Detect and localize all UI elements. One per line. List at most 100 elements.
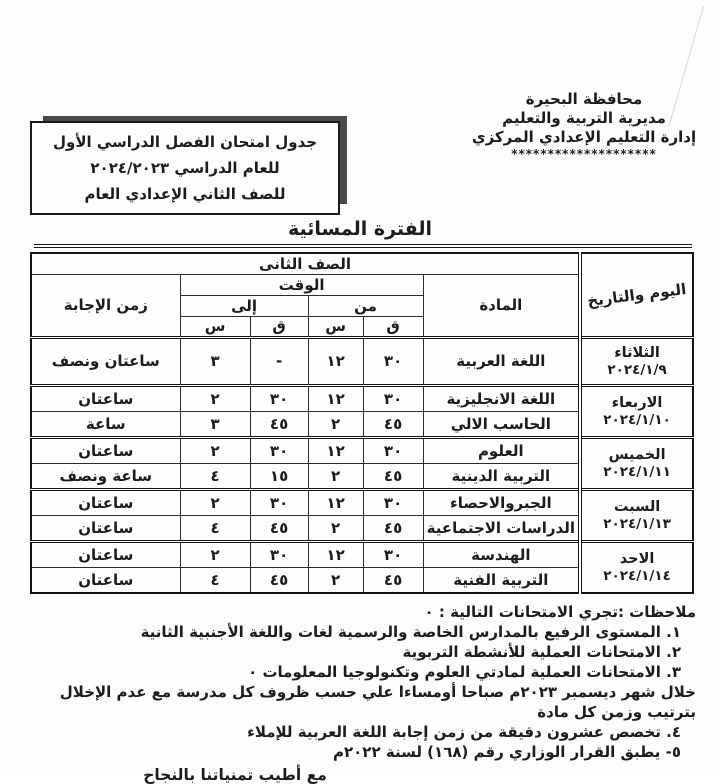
to-hours-cell: ٤ [179,566,251,594]
day-cell-saturday: السبت ٢٠٢٤/١/١٣ [578,487,694,542]
subject-cell: التربية الدينية [422,462,581,490]
header-from-hours: س [307,315,364,338]
to-minutes-cell: ٤٥ [249,514,309,542]
to-hours-cell: ٢ [179,435,251,464]
to-hours-cell: ٤ [179,514,251,542]
title-box-line-1: جدول امتحان الفصل الدراسي الأول [52,133,318,151]
subject-cell: التربية الفنية [422,566,581,594]
header-day-date: اليوم والتاريخ [578,252,694,338]
notes-section: ملاحظات :تجري الامتحانات التالية : ٠ ١. … [6,602,696,762]
duration-cell: ساعتان [30,566,181,594]
duration-cell: ساعتان ونصف [30,336,181,386]
org-separator-stars: ******************** [511,147,657,161]
table-row: السبت ٢٠٢٤/١/١٣ الجبروالاحصاء ٣٠ ١٢ ٣٠ ٢… [30,487,694,542]
from-hours-cell: ١٢ [307,539,364,568]
from-hours-cell: ٢ [307,410,364,438]
from-minutes-cell: ٤٥ [362,514,424,542]
note-item-1: ١. المستوى الرفيع بالمدارس الخاصة والرسم… [140,623,681,641]
note-item-3: ٣. الامتحانات العملية لمادتي العلوم وتكن… [248,663,681,681]
header-to-hours: س [179,315,251,338]
from-hours-cell: ١٢ [307,336,364,386]
note-item-4: ٤. تخصص عشرون دقيقة من زمن إجابة اللغة ا… [247,723,681,741]
to-hours-cell: ٢ [179,383,251,412]
header-answer-time: زمن الإجابة [30,273,181,338]
note-item-5: ٥- يطبق القرار الوزاري رقم (١٦٨) لسنة ٢٠… [333,743,681,761]
to-hours-cell: ٤ [179,462,251,490]
from-minutes-cell: ٣٠ [362,435,424,464]
header-subject: المادة [422,273,581,338]
organization-header: محافظة البحيرة مديرية التربية والتعليم إ… [462,90,706,161]
table-row: الثلاثاء ٢٠٢٤/١/٩ اللغة العربية ٣٠ ١٢ - … [30,336,694,386]
exam-schedule-title-box: جدول امتحان الفصل الدراسي الأول للعام ال… [30,121,340,215]
title-box-line-2: للعام الدراسي ٢٠٢٤/٢٠٢٣ [90,159,280,177]
main-content: الفترة المسائية اليوم والتاريخ الصف الثا… [0,218,720,784]
to-hours-cell: ٣ [179,336,251,386]
from-minutes-cell: ٤٥ [362,462,424,490]
to-minutes-cell: ٣٠ [249,435,309,464]
header-to-minutes: ق [249,315,309,338]
from-hours-cell: ١٢ [307,487,364,516]
from-minutes-cell: ٣٠ [362,336,424,386]
double-rule [34,244,692,248]
from-hours-cell: ١٢ [307,383,364,412]
table-row: الاربعاء ٢٠٢٤/١/١٠ اللغة الانجليزية ٣٠ ١… [30,383,694,438]
subject-cell: الدراسات الاجتماعية [422,514,581,542]
to-hours-cell: ٢ [179,539,251,568]
header-to: إلى [179,294,309,317]
from-hours-cell: ٢ [307,514,364,542]
table-row: الاحد ٢٠٢٤/١/١٤ الهندسة ٣٠ ١٢ ٣٠ ٢ ساعتا… [30,539,694,594]
subject-cell: اللغة الانجليزية [422,383,581,412]
header-from: من [307,294,424,317]
to-hours-cell: ٣ [179,410,251,438]
day-cell-wednesday: الاربعاء ٢٠٢٤/١/١٠ [578,383,694,438]
to-minutes-cell: ٣٠ [249,383,309,412]
title-box-line-3: للصف الثاني الإعدادي العام [84,185,286,203]
duration-cell: ساعتان [30,539,181,568]
exam-schedule-table: اليوم والتاريخ الصف الثانى المادة الوقت … [30,252,695,594]
subject-cell: اللغة العربية [422,336,581,386]
note-item-3-continuation: خلال شهر ديسمبر ٢٠٢٣م صباحا أومساءا علي … [59,683,696,721]
notes-heading: ملاحظات :تجري الامتحانات التالية : ٠ [424,603,696,621]
from-hours-cell: ٢ [307,462,364,490]
to-minutes-cell: ٣٠ [249,487,309,516]
day-cell-sunday: الاحد ٢٠٢٤/١/١٤ [578,539,694,594]
duration-cell: ساعة ونصف [30,462,181,490]
duration-cell: ساعتان [30,487,181,516]
to-minutes-cell: ١٥ [249,462,309,490]
from-minutes-cell: ٣٠ [362,539,424,568]
header-from-minutes: ق [362,315,424,338]
subject-cell: العلوم [422,435,581,464]
from-minutes-cell: ٣٠ [362,487,424,516]
to-minutes-cell: ٤٥ [249,410,309,438]
table-row: التربية الفنية ٤٥ ٢ ٤٥ ٤ ساعتان [30,566,693,594]
header-time: الوقت [179,273,424,296]
to-minutes-cell: - [249,336,309,386]
day-cell-thursday: الخميس ٢٠٢٤/١/١١ [578,435,694,490]
period-title: الفترة المسائية [288,218,432,240]
subject-cell: الجبروالاحصاء [422,487,581,516]
from-minutes-cell: ٤٥ [362,410,424,438]
table-row: الخميس ٢٠٢٤/١/١١ العلوم ٣٠ ١٢ ٣٠ ٢ ساعتا… [30,435,694,490]
table-row: الحاسب الالي ٤٥ ٢ ٤٥ ٣ ساعة [30,410,693,438]
subject-cell: الحاسب الالي [422,410,581,438]
day-cell-tuesday: الثلاثاء ٢٠٢٤/١/٩ [578,336,694,386]
to-minutes-cell: ٣٠ [249,539,309,568]
org-line-administration: إدارة التعليم الإعدادي المركزي [471,128,697,146]
duration-cell: ساعتان [30,383,181,412]
subject-cell: الهندسة [422,539,581,568]
from-hours-cell: ٢ [307,566,364,594]
header-grade: الصف الثانى [30,252,581,275]
from-minutes-cell: ٣٠ [362,383,424,412]
from-minutes-cell: ٤٥ [362,566,424,594]
closing-wishes: مع أطيب تمنياتنا بالنجاح [143,766,327,784]
duration-cell: ساعتان [30,514,181,542]
table-header: اليوم والتاريخ الصف الثانى المادة الوقت … [30,252,694,338]
from-hours-cell: ١٢ [307,435,364,464]
org-line-directorate: مديرية التربية والتعليم [502,109,666,127]
to-minutes-cell: ٤٥ [249,566,309,594]
note-item-2: ٢. الامتحانات العملية للأنشطة التربوية [402,643,681,661]
to-hours-cell: ٢ [179,487,251,516]
duration-cell: ساعة [30,410,181,438]
duration-cell: ساعتان [30,435,181,464]
